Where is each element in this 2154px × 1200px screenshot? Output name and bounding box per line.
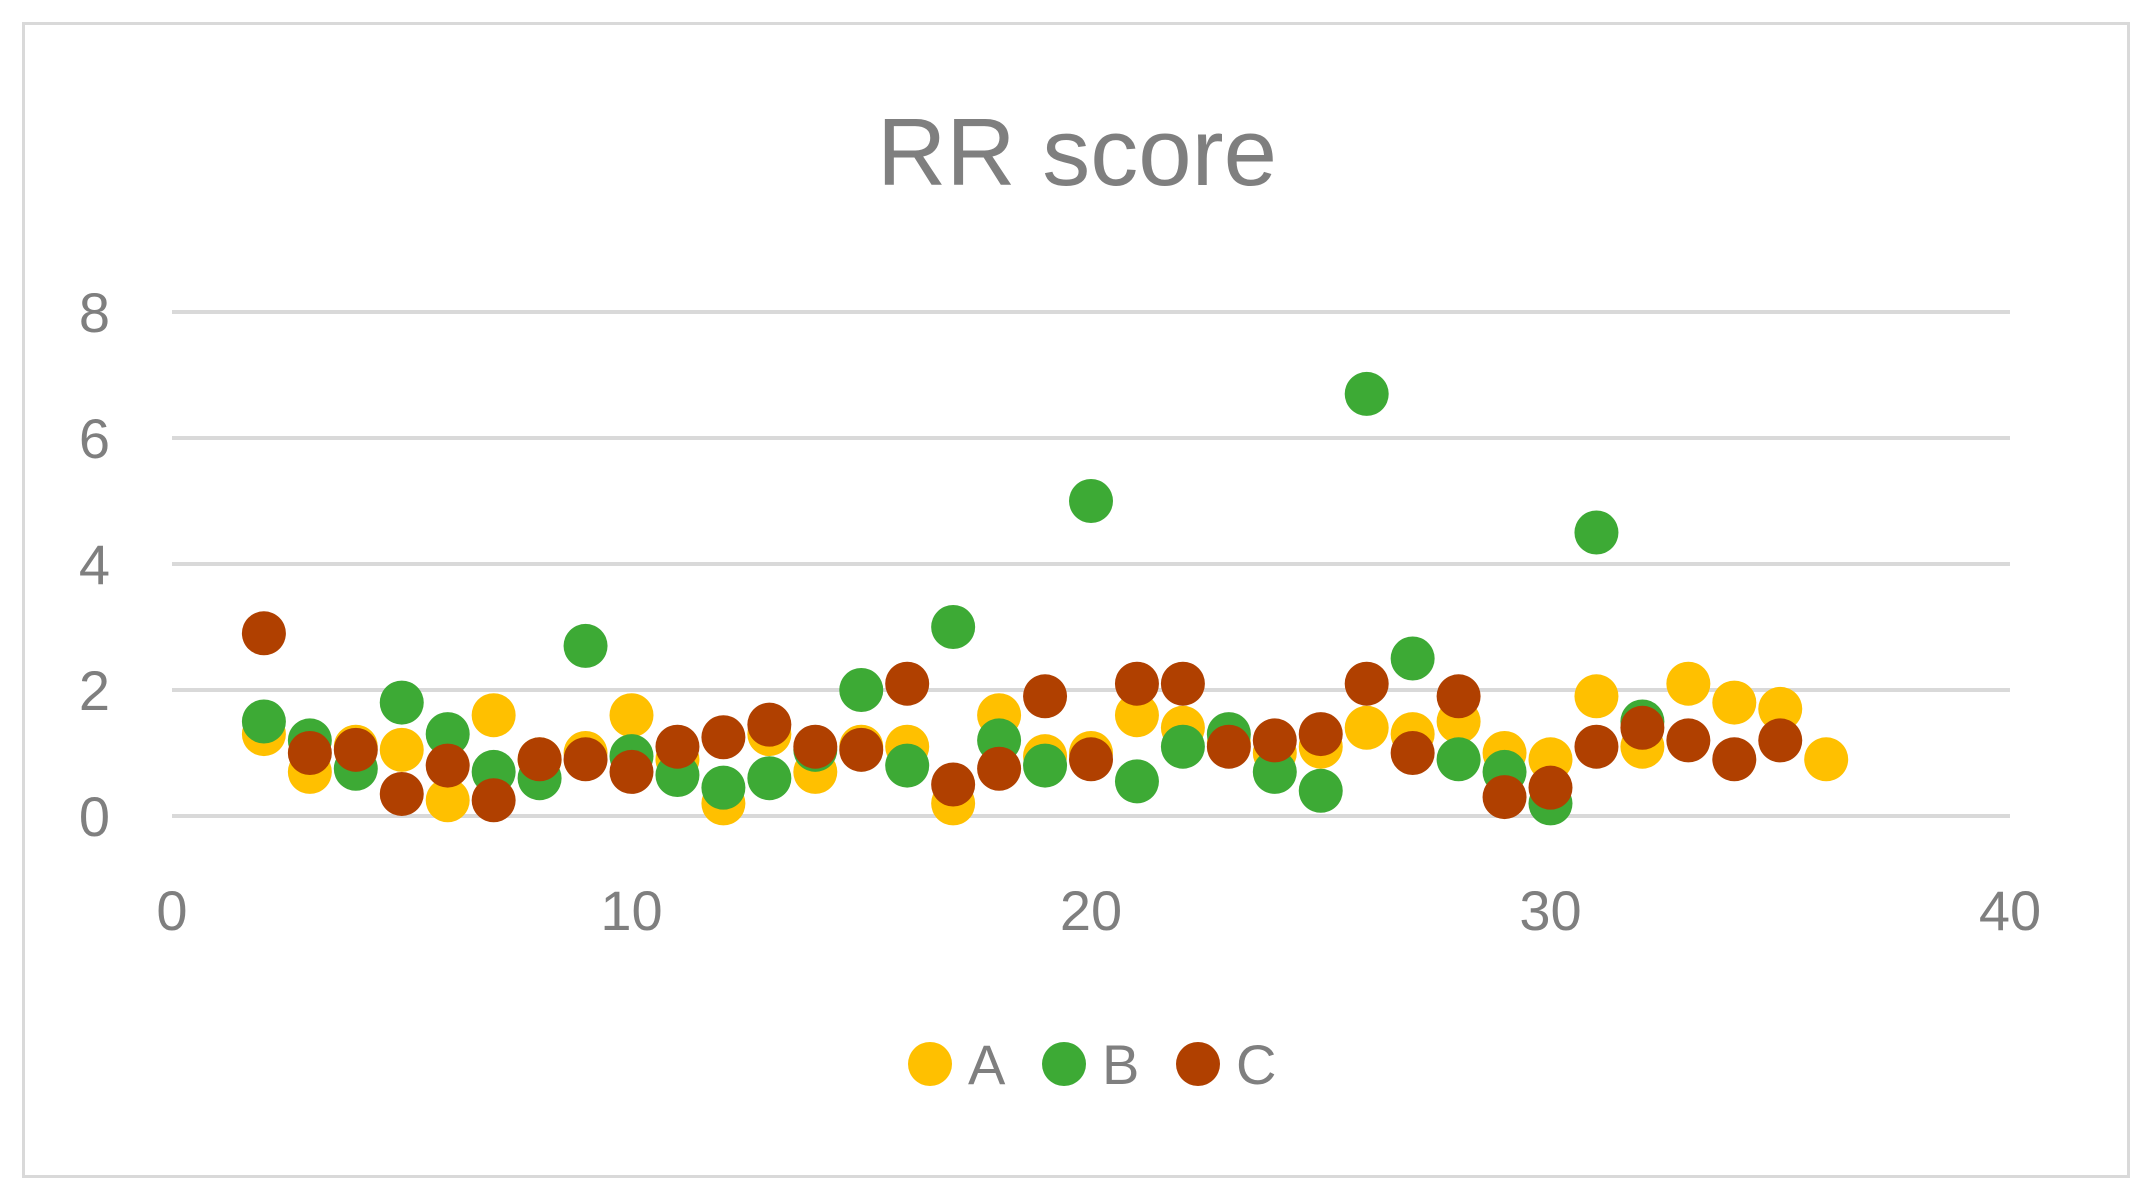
- data-point-C: [1206, 724, 1251, 769]
- data-point-C: [1069, 737, 1113, 782]
- data-point-C: [1344, 661, 1389, 706]
- data-point-C: [1114, 661, 1159, 706]
- data-point-C: [241, 611, 286, 656]
- data-point-C: [1390, 731, 1435, 775]
- x-tick-label: 10: [600, 879, 662, 942]
- data-point-B: [1114, 759, 1159, 804]
- data-point-C: [517, 737, 562, 782]
- data-point-B: [1023, 743, 1068, 788]
- data-point-C: [1528, 765, 1573, 810]
- data-point-C: [839, 727, 884, 772]
- data-point-C: [1666, 718, 1711, 763]
- data-point-C: [379, 771, 424, 816]
- y-tick-label: 2: [79, 659, 110, 722]
- data-points: [241, 371, 1849, 826]
- chart-title: RR score: [877, 99, 1277, 206]
- data-point-C: [1574, 724, 1619, 769]
- data-point-B: [1344, 371, 1389, 416]
- data-point-C: [931, 762, 976, 807]
- x-tick-label: 20: [1060, 879, 1122, 942]
- data-point-B: [1574, 510, 1619, 555]
- data-point-A: [1804, 737, 1849, 782]
- chart-frame: [22, 22, 2130, 1178]
- data-point-C: [701, 715, 746, 760]
- data-point-A: [379, 727, 424, 772]
- data-point-B: [563, 623, 608, 668]
- data-point-A: [609, 693, 654, 738]
- data-point-A: [1344, 705, 1389, 750]
- data-point-C: [747, 702, 792, 747]
- data-point-C: [471, 778, 516, 823]
- data-point-B: [1160, 724, 1205, 769]
- data-point-A: [471, 693, 516, 738]
- x-tick-label: 0: [156, 879, 187, 942]
- data-point-C: [563, 737, 608, 782]
- data-point-C: [1758, 718, 1803, 763]
- x-axis-ticks: 0 10 20 30 40: [156, 879, 2041, 942]
- data-point-B: [1298, 768, 1343, 813]
- data-point-A: [1574, 674, 1619, 719]
- data-point-B: [701, 765, 746, 810]
- data-point-C: [425, 743, 470, 788]
- data-point-B: [241, 699, 286, 744]
- data-point-B: [1436, 737, 1481, 782]
- data-point-C: [1436, 674, 1481, 719]
- data-point-B: [1390, 636, 1435, 681]
- data-point-C: [1482, 775, 1527, 820]
- data-point-C: [1252, 718, 1297, 763]
- data-point-B: [931, 605, 976, 649]
- y-tick-label: 6: [79, 407, 110, 470]
- legend-label-B: B: [1102, 1033, 1139, 1096]
- data-point-B: [1252, 749, 1297, 794]
- y-axis-ticks: 0 2 4 6 8: [79, 281, 110, 848]
- data-point-C: [1620, 705, 1665, 750]
- data-point-C: [793, 724, 838, 769]
- data-point-C: [977, 746, 1022, 791]
- data-point-C: [1298, 712, 1343, 757]
- data-point-C: [287, 731, 332, 775]
- data-point-B: [885, 743, 930, 788]
- data-point-A: [1712, 680, 1757, 725]
- data-point-A: [1114, 693, 1159, 738]
- legend-label-A: A: [968, 1033, 1006, 1096]
- data-point-B: [839, 668, 884, 712]
- legend-label-C: C: [1236, 1033, 1276, 1096]
- y-tick-label: 0: [79, 785, 110, 848]
- data-point-B: [379, 680, 424, 725]
- data-point-C: [333, 727, 378, 772]
- data-point-B: [1069, 479, 1113, 523]
- legend-marker-C: [1176, 1042, 1220, 1086]
- legend-marker-B: [1042, 1042, 1086, 1086]
- data-point-C: [885, 661, 930, 706]
- data-point-B: [425, 712, 470, 757]
- data-point-A: [425, 778, 470, 823]
- y-tick-label: 4: [79, 533, 110, 596]
- data-point-C: [609, 749, 654, 794]
- legend-marker-A: [908, 1042, 952, 1086]
- data-point-B: [747, 756, 792, 801]
- data-point-C: [1160, 661, 1205, 706]
- series-C: [241, 611, 1803, 823]
- data-point-C: [655, 724, 700, 769]
- data-point-C: [1712, 737, 1757, 782]
- data-point-A: [1758, 686, 1803, 731]
- data-point-A: [1666, 661, 1711, 706]
- y-tick-label: 8: [79, 281, 110, 344]
- data-point-C: [1023, 674, 1068, 719]
- x-tick-label: 40: [1979, 879, 2041, 942]
- legend: A B C: [908, 1033, 1276, 1096]
- x-tick-label: 30: [1519, 879, 1581, 942]
